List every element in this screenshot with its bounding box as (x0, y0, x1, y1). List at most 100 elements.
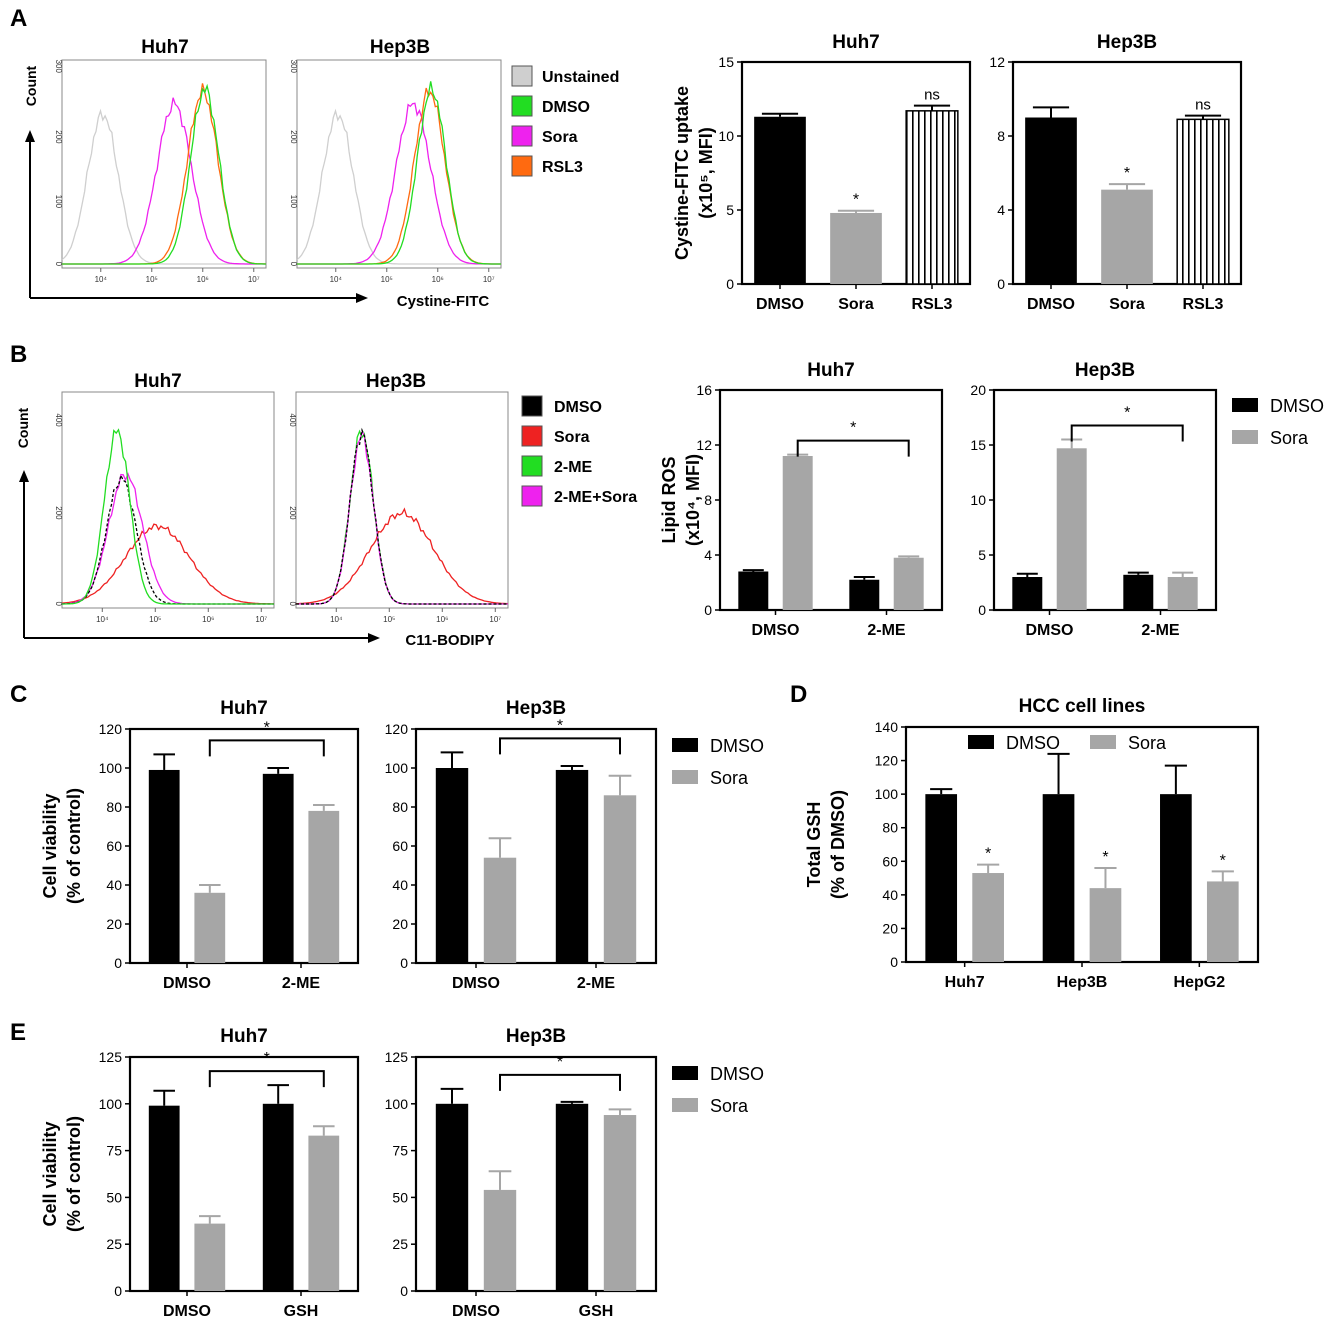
y-tick-label: 10 (970, 492, 986, 508)
x-tick-label: DMSO (452, 1303, 500, 1320)
chart-B-huh7: Huh7 0 4 8 12 16 Lipid ROS (x10⁴, MFI) DMSO 2-ME * (659, 360, 944, 639)
hist-y-tick-label: 300 (54, 60, 63, 74)
plot-frame (904, 725, 1260, 964)
y-tick-label: 20 (970, 382, 986, 398)
hist-x-tick-label: 10⁵ (146, 275, 158, 284)
curve-dmso (296, 427, 508, 605)
hist-x-tick-label: 10⁴ (96, 615, 109, 624)
significance-label: * (853, 192, 859, 209)
bar-dmso (435, 768, 469, 963)
chart-A-hep3b: Hep3B 0 4 8 12 DMSO Sora RSL3 * ns (989, 32, 1243, 313)
x-tick-label: Sora (838, 296, 874, 313)
bar-sora (830, 212, 882, 284)
y-tick-label: 5 (978, 547, 986, 563)
significance-bracket (208, 1070, 325, 1088)
y-tick-label: 0 (704, 602, 712, 618)
bar-rsl3 (1176, 118, 1230, 285)
hist-x-tick-label: 10⁷ (483, 275, 495, 284)
y-tick-label: 10 (718, 128, 734, 144)
legend-swatch (521, 395, 543, 417)
legend-swatch (511, 155, 533, 177)
chart-D-hcc: HCC cell lines 0 20 40 60 80 100 120 140 Total GS… (804, 696, 1260, 991)
significance-label: ns (924, 87, 940, 104)
y-tick-label: 100 (875, 786, 899, 802)
bar-sora (1167, 577, 1198, 610)
plot-frame (128, 1055, 360, 1293)
significance-label: * (985, 846, 991, 863)
legend-label: DMSO (710, 736, 764, 756)
y-axis-label: Total GSH (804, 802, 824, 888)
chart-C-huh7: Huh7 0 20 40 60 80 100 120 Cell viability (% of c… (40, 698, 360, 992)
curve-unstained (61, 108, 266, 265)
chart-title: Hep3B (506, 1026, 566, 1047)
chart-title: Huh7 (220, 1026, 268, 1047)
bar-dmso (262, 1103, 294, 1291)
x-tick-label: DMSO (1027, 296, 1075, 313)
hist-a-title-huh7: Huh7 (141, 37, 189, 58)
panel-label-c: C (10, 681, 27, 708)
x-tick-label: HepG2 (1174, 974, 1226, 991)
hist-a-y-arrowhead (25, 130, 35, 142)
histogram-a: Huh7 Hep3B Count Cystine-FITC 10⁴ 10⁵ 10⁶ 1… (23, 37, 619, 310)
y-tick-label: 80 (882, 820, 898, 836)
hist-y-tick-label: 200 (54, 506, 63, 520)
significance-label: * (264, 719, 270, 736)
x-tick-label: DMSO (756, 296, 804, 313)
bar-sora (603, 795, 637, 963)
chart-title: Huh7 (220, 698, 268, 719)
hist-x-tick-label: 10⁷ (255, 615, 267, 624)
legend-label: Sora (542, 129, 578, 146)
y-tick-label: 60 (882, 853, 898, 869)
plot-frame (414, 1055, 658, 1293)
bar-dmso (849, 579, 880, 610)
legend-label: DMSO (710, 1064, 764, 1084)
bar-dmso (555, 769, 589, 963)
y-tick-label: 0 (726, 276, 734, 292)
legend-swatch (672, 1066, 698, 1080)
significance-bracket (1070, 424, 1184, 442)
hist-y-tick-label: 0 (54, 262, 63, 267)
hist-y-tick-label: 0 (54, 601, 63, 606)
y-tick-label: 8 (997, 128, 1005, 144)
bar-dmso (925, 794, 958, 962)
bar-sora (483, 1189, 517, 1291)
hist-b-y-arrowhead (19, 470, 29, 482)
hist-b-title-huh7: Huh7 (134, 371, 182, 392)
legend-swatch (672, 770, 698, 784)
legend-swatch (511, 125, 533, 147)
legend-label: Sora (1128, 733, 1167, 753)
hist-b-x-arrowhead (368, 633, 380, 643)
y-tick-label: 60 (392, 838, 408, 854)
hist-b-count-label: Count (15, 407, 31, 448)
y-tick-label: 20 (882, 920, 898, 936)
panel-label-e: E (10, 1019, 26, 1046)
y-tick-label: 75 (392, 1143, 408, 1159)
y-tick-label: 0 (114, 1283, 122, 1299)
bar-dmso (148, 769, 180, 963)
hist-y-tick-label: 100 (289, 195, 298, 209)
x-tick-label: GSH (284, 1303, 319, 1320)
y-tick-label: 40 (106, 877, 122, 893)
hist-b-frame-huh7 (61, 391, 275, 609)
significance-bracket (499, 1073, 621, 1091)
y-tick-label: 80 (392, 799, 408, 815)
y-axis-label: Cell viability (40, 793, 60, 898)
x-tick-label: 2-ME (867, 622, 906, 639)
legend-label: DMSO (1006, 733, 1060, 753)
panel-label-a: A (10, 5, 27, 32)
hist-x-tick-label: 10⁷ (489, 615, 501, 624)
y-tick-label: 40 (882, 887, 898, 903)
legend-label: Sora (554, 429, 590, 446)
hist-a-frame-hep3b (296, 59, 502, 269)
curve-2me-sora (296, 430, 508, 605)
bar-dmso (1160, 794, 1192, 962)
bar-dmso (435, 1103, 469, 1291)
legend-label: Sora (710, 1096, 749, 1116)
chart-title: HCC cell lines (1019, 696, 1146, 717)
legend-swatch (511, 95, 533, 117)
panel-label-b: B (10, 341, 27, 368)
x-tick-label: 2-ME (1141, 622, 1180, 639)
chart-B-hep3b: Hep3B 0 5 10 15 20 DMSO 2-ME * DMSO Sora (970, 360, 1324, 639)
significance-label: * (557, 1054, 563, 1071)
legend-label: 2-ME (554, 459, 593, 476)
